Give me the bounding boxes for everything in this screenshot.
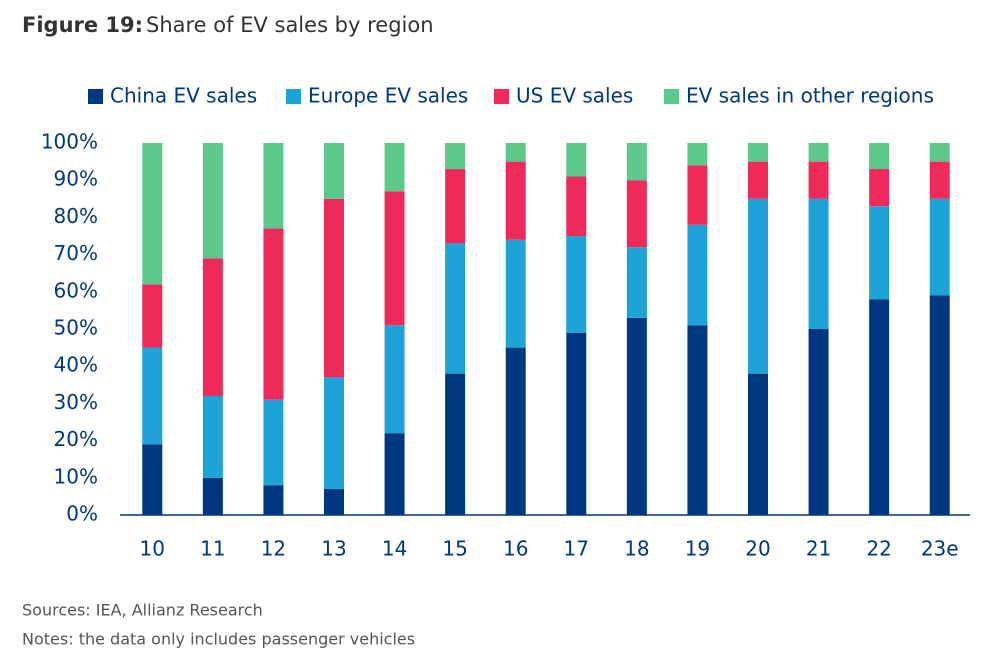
bar-segment [929,161,950,199]
bar-segment [929,143,950,162]
y-tick-label: 40% [54,353,98,377]
y-tick-label: 0% [66,502,98,526]
bar-segment [202,477,223,515]
bar-segment [748,373,768,515]
bar-segment [929,295,950,515]
bar-segment [748,198,768,374]
bar-segment [687,224,708,326]
y-tick-label: 60% [54,278,98,302]
y-tick-label: 20% [54,427,98,451]
bar-segment [626,143,647,181]
x-tick-label: 16 [503,537,528,561]
bar-segment [566,332,587,515]
bar-segment [142,444,163,515]
figure-label: Figure 19: [22,13,143,37]
bar-segment [324,488,344,515]
bar-segment [626,317,647,515]
legend-swatch [494,89,509,104]
bar-segment [808,143,829,162]
legend-swatch [88,89,103,104]
bar-segment [687,325,708,515]
y-tick-label: 100% [41,130,98,154]
x-tick-label: 22 [866,537,891,561]
x-tick-label: 15 [442,537,467,561]
sources: Sources: IEA, Allianz Research [22,601,263,620]
y-tick-label: 70% [54,241,98,265]
x-tick-label: 13 [321,537,346,561]
x-tick-label: 14 [382,537,407,561]
chart-title: Share of EV sales by region [146,13,434,37]
bar-segment [142,143,163,285]
x-tick-label: 12 [261,537,286,561]
legend-label: US EV sales [516,84,633,108]
bar-segment [445,143,466,170]
bar-segment [869,143,890,170]
bar-segment [384,433,405,515]
bar-segment [505,161,526,240]
bar-segment [384,143,405,192]
legend-label: Europe EV sales [308,84,468,108]
x-tick-label: 18 [624,537,649,561]
legend-swatch [664,89,679,104]
x-tick-label: 11 [200,537,225,561]
x-tick-label: 20 [745,537,770,561]
x-tick-label: 23e [921,537,959,561]
bar-segment [626,180,647,248]
bar-segment [566,143,587,177]
bar-segment [142,284,163,348]
x-tick-label: 21 [806,537,831,561]
bar-segment [263,399,284,486]
bar-segment [929,198,950,296]
bar-segment [142,347,163,445]
bar-segment [869,169,890,207]
bar-segment [202,395,223,478]
y-tick-label: 30% [54,390,98,414]
bar-segment [808,161,829,199]
bar-segment [687,143,708,166]
legend-label: China EV sales [110,84,257,108]
bar-segment [505,143,526,162]
bar-segment [808,329,829,515]
bar-segment [505,347,526,515]
bar-segment [869,299,890,515]
x-tick-label: 17 [564,537,589,561]
x-tick-label: 19 [685,537,710,561]
legend-label: EV sales in other regions [686,84,934,108]
x-tick-label: 10 [140,537,165,561]
bar-segment [324,143,344,199]
bar-segment [748,161,768,199]
bar-segment [263,485,284,515]
bar-segment [566,176,587,236]
bar-segment [384,191,405,326]
y-tick-label: 80% [54,204,98,228]
bar-segment [505,239,526,348]
bar-segment [445,243,466,374]
notes: Notes: the data only includes passenger … [22,630,415,649]
bar-segment [626,247,647,318]
bar-segment [384,325,405,434]
bar-segment [566,236,587,333]
legend-swatch [286,89,301,104]
bar-segment [869,206,890,300]
y-tick-label: 10% [54,464,98,488]
bar-segment [445,169,466,244]
bar-segment [324,377,344,489]
bar-segment [808,198,829,329]
bar-segment [202,143,223,259]
bar-segment [324,198,344,378]
bar-segment [748,143,768,162]
y-tick-label: 90% [54,167,98,191]
bar-segment [687,165,708,225]
bar-segment [263,228,284,400]
bar-segment [263,143,284,229]
y-tick-label: 50% [54,316,98,340]
bar-segment [445,373,466,515]
bar-segment [202,258,223,396]
